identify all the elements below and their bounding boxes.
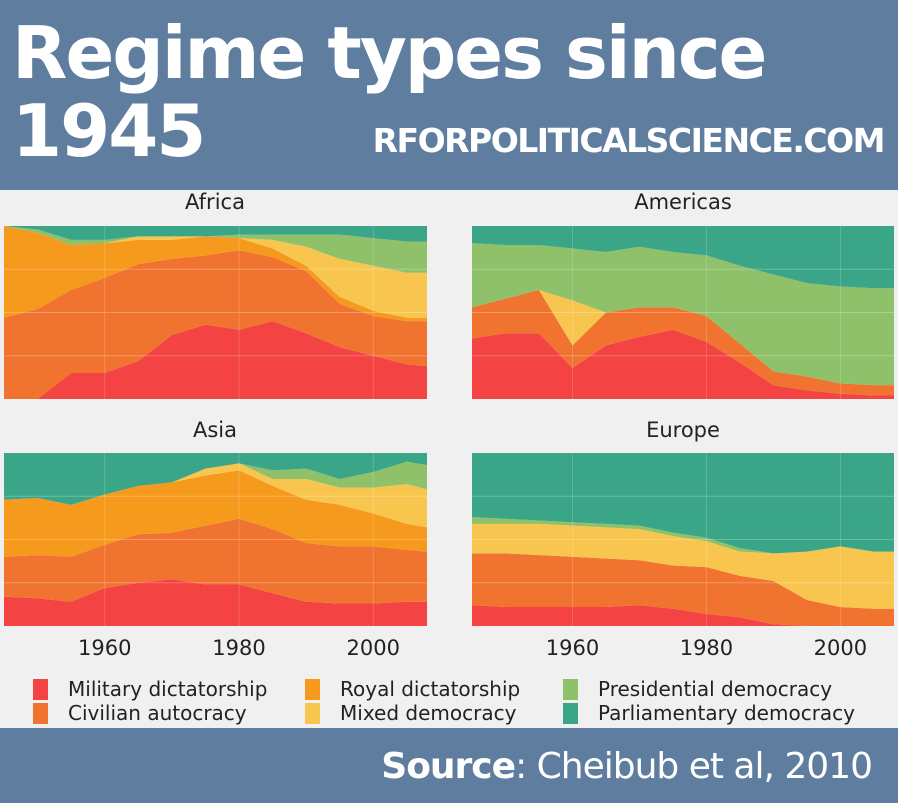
x-tick-label: 1980 — [212, 636, 265, 660]
area-parliamentary — [472, 226, 894, 289]
panel-title: Americas — [634, 190, 732, 214]
area-military — [472, 605, 894, 626]
panel-title: Africa — [185, 190, 245, 214]
x-tick-label: 1960 — [546, 636, 599, 660]
area-civilian — [4, 518, 427, 604]
header-banner: Regime types since 1945 RFORPOLITICALSCI… — [0, 0, 898, 190]
x-tick-label: 2000 — [347, 636, 400, 660]
panel-americas: Americas — [472, 190, 894, 399]
area-mixed — [4, 226, 427, 318]
legend-item-civilian: Civilian autocracy — [33, 701, 247, 725]
source-label: Source — [381, 746, 516, 787]
legend-swatch-civilian — [33, 702, 48, 724]
area-presidential — [472, 517, 894, 554]
area-mixed — [472, 290, 894, 386]
area-royal — [4, 226, 427, 322]
legend-label-military: Military dictatorship — [68, 677, 268, 701]
x-tick-label: 2000 — [814, 636, 867, 660]
area-mixed — [4, 463, 427, 528]
source-text: : Cheibub et al, 2010 — [515, 746, 873, 787]
area-civilian — [472, 553, 894, 626]
area-parliamentary — [472, 453, 894, 554]
x-tick-label: 1980 — [680, 636, 733, 660]
area-royal — [4, 470, 427, 557]
area-parliamentary — [4, 453, 427, 505]
area-parliamentary — [4, 226, 427, 242]
area-civilian — [4, 250, 427, 399]
legend-swatch-royal — [305, 678, 320, 700]
area-civilian — [472, 290, 894, 396]
legend: Military dictatorship Civilian autocracy… — [0, 674, 898, 728]
legend-item-parliamentary: Parliamentary democracy — [563, 701, 855, 725]
area-presidential — [4, 461, 427, 505]
legend-item-mixed: Mixed democracy — [305, 701, 516, 725]
panel-title: Asia — [193, 418, 237, 442]
panel-title: Europe — [646, 418, 720, 442]
panel-europe: Europe 1960 1980 2000 — [472, 418, 894, 660]
legend-label-presidential: Presidential democracy — [598, 677, 833, 701]
area-military — [4, 579, 427, 626]
area-military — [472, 329, 894, 399]
x-tick-label: 1960 — [78, 636, 131, 660]
area-mixed — [472, 523, 894, 609]
source-citation: Source: Cheibub et al, 2010 — [381, 746, 873, 787]
area-presidential — [472, 243, 894, 386]
legend-item-presidential: Presidential democracy — [563, 677, 832, 701]
legend-swatch-parliamentary — [563, 702, 578, 724]
page-title: Regime types since 1945 — [12, 11, 767, 173]
legend-label-royal: Royal dictatorship — [340, 677, 521, 701]
footer-banner: Source: Cheibub et al, 2010 — [0, 728, 898, 803]
legend-item-royal: Royal dictatorship — [305, 677, 520, 701]
legend-item-military: Military dictatorship — [33, 677, 267, 701]
legend-swatch-presidential — [563, 678, 578, 700]
legend-label-parliamentary: Parliamentary democracy — [598, 701, 856, 725]
legend-swatch-military — [33, 678, 48, 700]
site-name: RFORPOLITICALSCIENCE.COM — [372, 121, 886, 160]
legend-label-mixed: Mixed democracy — [340, 701, 517, 725]
panel-africa: Africa — [4, 190, 427, 399]
regime-chart: Africa Americas Asia 1960 1980 2000 Europe 1960… — [4, 190, 894, 660]
area-presidential — [4, 226, 427, 273]
legend-label-civilian: Civilian autocracy — [68, 701, 247, 725]
legend-swatch-mixed — [305, 702, 320, 724]
area-military — [4, 321, 427, 399]
panel-asia: Asia 1960 1980 2000 — [4, 418, 427, 660]
